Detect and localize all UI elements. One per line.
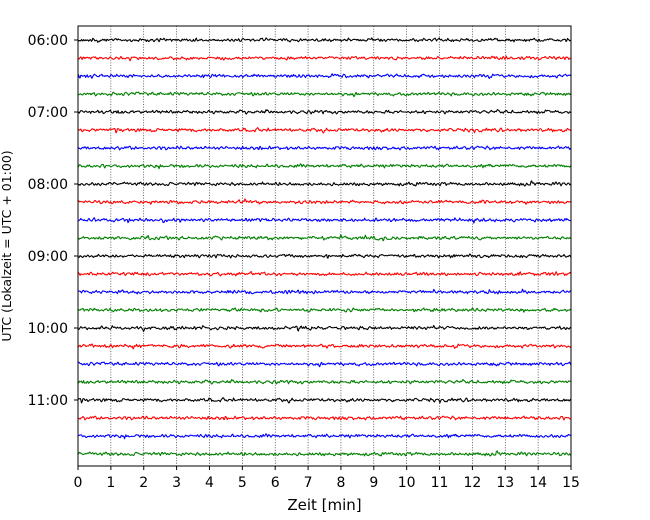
x-tick-label: 8 <box>336 475 345 491</box>
seismogram-traces <box>77 37 572 457</box>
x-tick-label: 10 <box>398 475 416 491</box>
x-axis-label: Zeit [min] <box>287 496 361 514</box>
seismogram-trace <box>77 324 572 332</box>
seismogram-trace <box>77 343 572 350</box>
y-axis-label: UTC (Lokalzeit = UTC + 01:00) <box>0 150 14 341</box>
seismogram-trace <box>77 198 572 205</box>
x-tick-label: 6 <box>271 475 280 491</box>
seismogram-trace <box>77 55 572 62</box>
y-tick-label: 09:00 <box>28 249 68 265</box>
seismogram-trace <box>77 379 572 385</box>
seismogram-trace <box>77 163 572 170</box>
seismogram-trace <box>77 109 572 115</box>
x-tick-label: 4 <box>205 475 214 491</box>
seismogram-trace <box>77 127 572 134</box>
seismogram-trace <box>77 234 572 242</box>
seismogram-trace <box>77 450 572 457</box>
seismogram-trace <box>77 253 572 259</box>
x-tick-label: 3 <box>172 475 181 491</box>
y-tick-label: 08:00 <box>28 177 68 193</box>
seismogram-trace <box>77 415 572 421</box>
x-tick-label: 9 <box>369 475 378 491</box>
seismogram-trace <box>77 145 572 151</box>
x-tick-label: 12 <box>463 475 481 491</box>
x-tick-label: 2 <box>139 475 148 491</box>
y-tick-label: 10:00 <box>28 321 68 337</box>
seismogram-trace <box>77 271 572 277</box>
seismogram-trace <box>77 91 572 98</box>
seismogram-trace <box>77 180 572 187</box>
seismogram-trace <box>77 217 572 224</box>
x-tick-label: 1 <box>106 475 115 491</box>
x-tick-label: 0 <box>74 475 83 491</box>
y-tick-label: 07:00 <box>28 105 68 121</box>
seismogram-trace <box>77 37 572 43</box>
x-tick-label: 15 <box>562 475 580 491</box>
x-tick-label: 13 <box>496 475 514 491</box>
seismogram-trace <box>77 73 572 79</box>
seismogram-trace <box>77 307 572 313</box>
y-tick-label: 11:00 <box>28 393 68 409</box>
x-tick-label: 5 <box>238 475 247 491</box>
seismogram-trace <box>77 397 572 404</box>
seismogram-trace <box>77 288 572 295</box>
x-gridlines <box>110 26 539 466</box>
plot-frame <box>77 25 572 467</box>
x-tick-label: 7 <box>304 475 313 491</box>
x-tick-label: 14 <box>529 475 547 491</box>
y-axis-ticks: 06:00 07:00 08:00 09:00 10:00 11:00 <box>28 33 78 409</box>
x-axis-ticks: 0 1 2 3 4 5 6 7 8 9 10 11 12 13 14 15 <box>74 466 580 491</box>
y-tick-label: 06:00 <box>28 33 68 49</box>
seismogram-trace <box>77 433 572 440</box>
x-tick-label: 11 <box>431 475 449 491</box>
seismogram-trace <box>77 361 572 368</box>
